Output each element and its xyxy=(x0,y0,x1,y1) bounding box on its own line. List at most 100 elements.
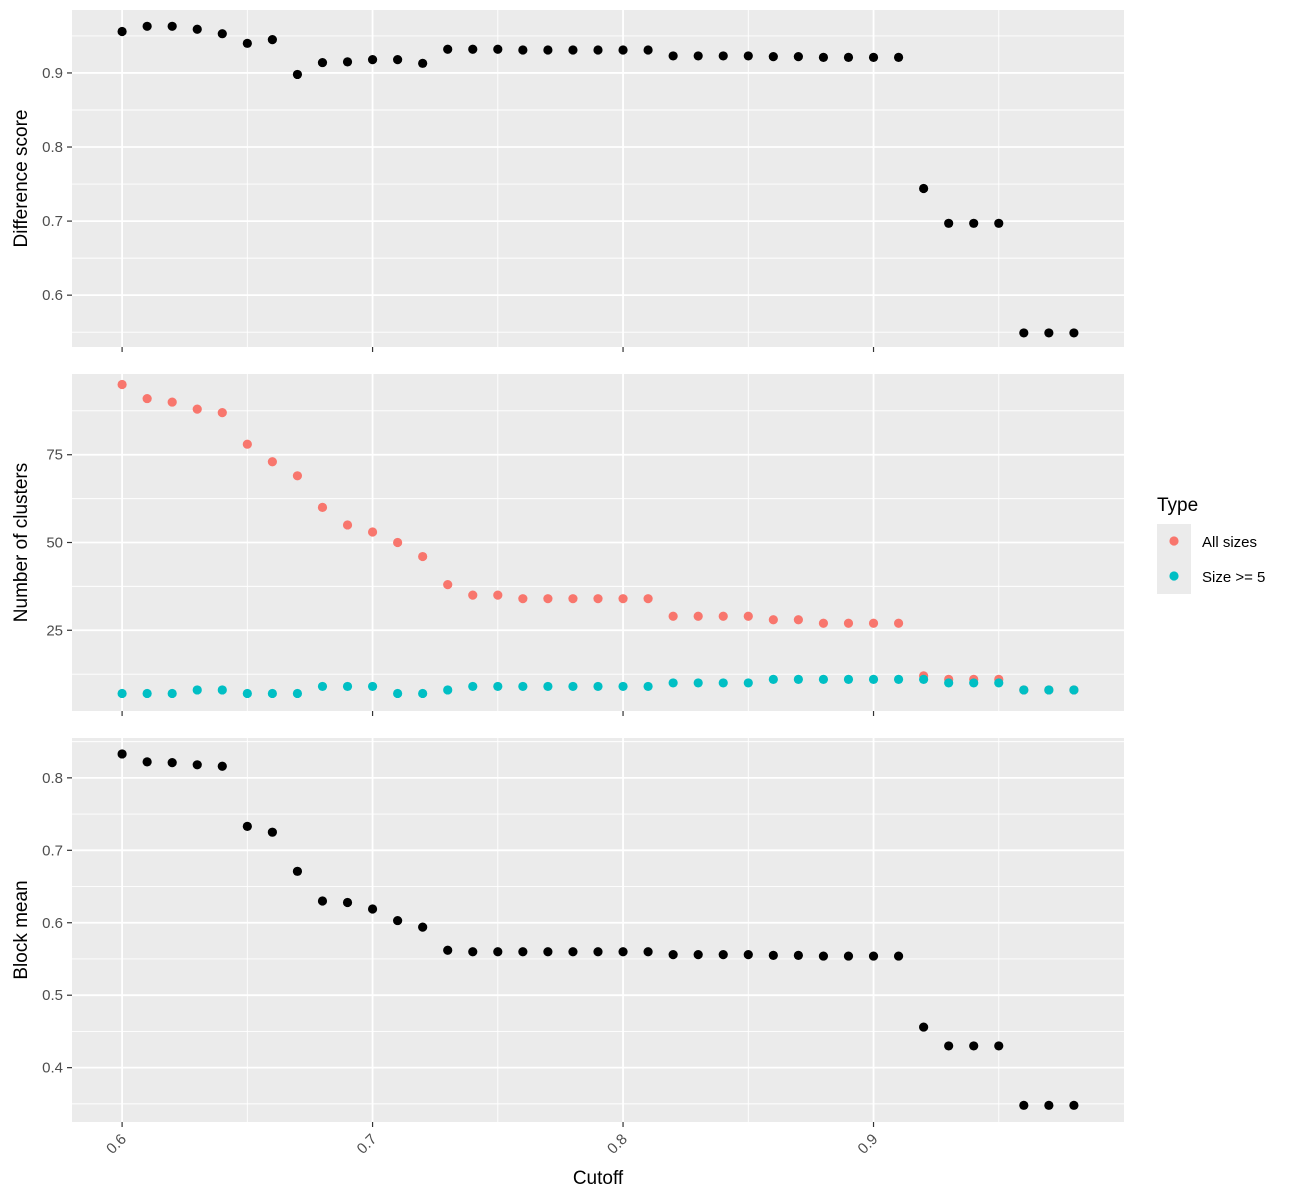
data-point xyxy=(593,947,603,957)
legend-label: Size >= 5 xyxy=(1202,569,1265,586)
panel-3: 0.4 0.5 0.6 0.7 0.8 Block mean xyxy=(11,738,1124,1127)
data-point xyxy=(568,594,578,604)
data-point xyxy=(393,688,403,699)
data-point xyxy=(568,681,578,692)
chart-panels: 0.6 0.7 0.8 0.9 Difference score 25 50 75 Number… xyxy=(11,10,1124,1158)
data-point xyxy=(317,681,328,692)
data-point xyxy=(618,681,628,692)
data-point xyxy=(142,393,152,404)
data-point xyxy=(393,537,403,548)
data-point xyxy=(944,678,954,688)
data-point xyxy=(643,45,653,55)
data-point xyxy=(418,58,428,68)
data-point xyxy=(618,947,628,957)
legend-title: Type xyxy=(1157,495,1198,516)
data-point xyxy=(668,678,678,688)
data-point xyxy=(217,685,227,695)
legend-key xyxy=(1169,536,1179,546)
data-point xyxy=(793,615,803,625)
data-point xyxy=(718,611,728,621)
data-point xyxy=(217,761,227,771)
y-tick-label: 75 xyxy=(46,447,63,464)
data-point xyxy=(518,947,528,957)
data-point xyxy=(292,69,303,80)
data-point xyxy=(718,678,728,688)
data-point xyxy=(192,24,202,34)
data-point xyxy=(117,688,127,699)
data-point xyxy=(818,951,829,961)
data-point xyxy=(317,57,328,68)
data-point xyxy=(793,674,803,685)
data-point xyxy=(267,457,277,467)
data-point xyxy=(167,688,177,699)
y-tick-label: 0.5 xyxy=(42,987,63,1004)
data-point xyxy=(142,688,152,699)
series-1 xyxy=(117,21,1079,338)
data-point xyxy=(267,827,277,837)
data-point xyxy=(292,471,303,481)
x-tick-label: 0.6 xyxy=(103,1131,130,1158)
data-point xyxy=(1044,1100,1054,1110)
data-point xyxy=(768,615,778,625)
data-point xyxy=(668,611,678,621)
data-point xyxy=(518,45,528,55)
series-1 xyxy=(117,749,1079,1110)
y-tick-label: 0.7 xyxy=(42,842,63,859)
data-point xyxy=(292,688,303,699)
data-point xyxy=(468,947,478,957)
data-point xyxy=(367,527,378,537)
data-point xyxy=(1019,1100,1029,1110)
data-point xyxy=(443,44,453,54)
data-point xyxy=(843,618,854,628)
data-point xyxy=(693,51,703,61)
data-point xyxy=(843,674,854,685)
data-point xyxy=(192,760,202,770)
data-point xyxy=(192,404,202,414)
data-point xyxy=(493,681,503,692)
data-point xyxy=(593,681,603,692)
data-point xyxy=(1044,685,1054,695)
data-point xyxy=(167,21,177,31)
legend-label: All sizes xyxy=(1202,534,1257,551)
data-point xyxy=(142,757,152,767)
panel-background xyxy=(72,738,1124,1122)
data-point xyxy=(393,915,403,926)
y-tick-label: 25 xyxy=(46,622,63,639)
data-point xyxy=(393,55,403,65)
y-tick-label: 0.9 xyxy=(42,65,63,82)
legend: Type All sizes Size >= 5 xyxy=(1157,495,1265,594)
data-point xyxy=(743,678,753,688)
data-point xyxy=(944,1041,954,1051)
data-point xyxy=(493,590,503,600)
data-point xyxy=(418,551,428,562)
data-point xyxy=(969,1041,979,1051)
data-point xyxy=(367,904,378,914)
data-point xyxy=(217,408,227,418)
y-tick-label: 0.6 xyxy=(42,287,63,304)
data-point xyxy=(192,685,202,695)
data-point xyxy=(342,57,353,67)
data-point xyxy=(543,681,553,692)
data-point xyxy=(618,45,628,55)
data-point xyxy=(818,618,829,628)
data-point xyxy=(693,611,703,621)
data-point xyxy=(893,618,904,628)
y-tick-label: 0.6 xyxy=(42,915,63,932)
data-point xyxy=(543,594,553,604)
data-point xyxy=(944,218,954,228)
data-point xyxy=(793,52,803,62)
data-point xyxy=(643,947,653,957)
data-point xyxy=(969,218,979,228)
data-point xyxy=(893,951,904,961)
data-point xyxy=(167,758,177,768)
data-point xyxy=(668,950,678,960)
data-point xyxy=(367,681,378,692)
data-point xyxy=(919,1022,929,1032)
data-point xyxy=(768,674,778,685)
data-point xyxy=(142,21,152,31)
data-point xyxy=(1019,328,1029,338)
x-axis-title: Cutoff xyxy=(573,1168,624,1189)
data-point xyxy=(743,51,753,61)
data-point xyxy=(292,866,303,876)
